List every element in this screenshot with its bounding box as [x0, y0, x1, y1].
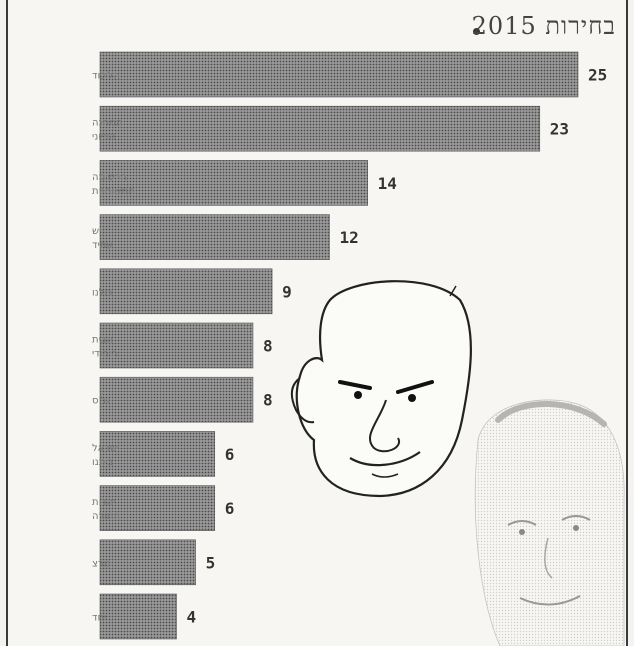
category-label-1: הליכוד: [92, 71, 120, 82]
bar-3: [99, 160, 368, 206]
value-label-8: 6: [225, 445, 235, 464]
value-label-6: 8: [263, 337, 273, 356]
bullet-icon: [473, 28, 480, 35]
value-label-11: 4: [186, 608, 196, 627]
bar-5: [99, 268, 273, 315]
value-label-4: 12: [339, 228, 358, 247]
value-label-7: 8: [263, 391, 273, 410]
netanyahu-caricature-icon: [290, 280, 472, 498]
category-label-3: הרשימה המשותפת: [92, 172, 135, 197]
bar-8: [99, 431, 216, 477]
value-label-9: 6: [225, 499, 235, 518]
category-label-7: ש"ס: [92, 396, 110, 407]
value-label-2: 23: [550, 120, 569, 139]
value-label-5: 9: [282, 282, 292, 301]
category-label-8: ישראל ביתנו: [92, 443, 119, 468]
bar-11: [99, 593, 177, 640]
bar-4: [99, 214, 330, 260]
category-label-4: יש עתיד: [92, 226, 113, 251]
bar-10: [99, 539, 196, 586]
category-label-5: כולנו: [92, 287, 112, 298]
value-label-1: 25: [588, 66, 607, 85]
category-label-10: מרצ: [92, 558, 110, 569]
bar-6: [99, 322, 254, 369]
herzog-caricature-icon: [474, 399, 625, 646]
category-label-9: יהדות התורה: [92, 497, 120, 522]
category-label-11: יחד: [92, 613, 106, 624]
bar-1: [99, 51, 579, 98]
bar-7: [99, 376, 254, 423]
value-label-3: 14: [378, 174, 397, 193]
value-label-10: 5: [206, 553, 216, 572]
category-label-6: הבית היהודי: [92, 335, 118, 360]
bars-group: 25 הליכוד 23 המחנה הציוני 14 הרשימה המשותפת 12 יש…: [92, 51, 607, 640]
bar-2: [99, 105, 541, 152]
bar-9: [99, 485, 216, 531]
category-label-2: המחנה הציוני: [92, 118, 122, 143]
chart-title: בחירות 2015: [471, 12, 616, 40]
